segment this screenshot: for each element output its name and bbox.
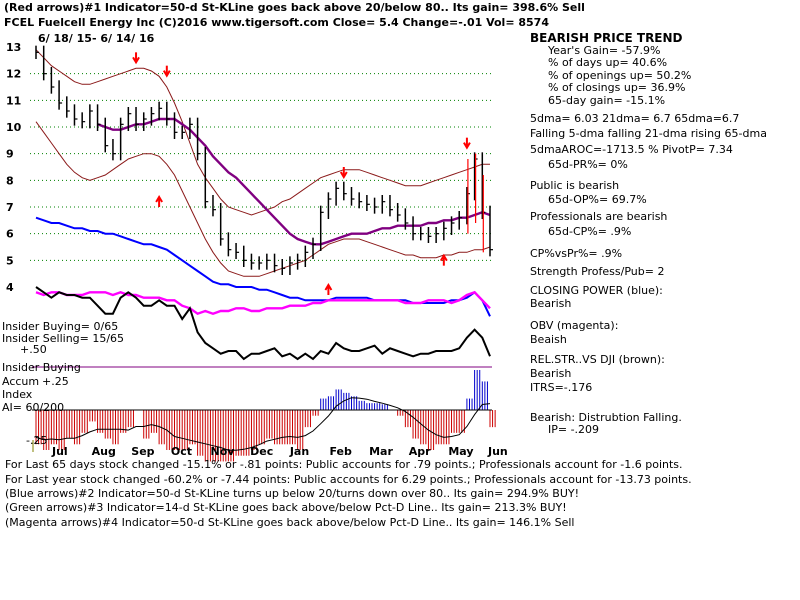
y-tick-13: 13 — [6, 41, 21, 54]
insider-selling-count: Insider Selling= 15/65 — [2, 332, 124, 345]
red-arrow-up-head — [324, 283, 333, 291]
public-title: Public is bearish — [530, 179, 619, 192]
stat-65day-gain: 65-day gain= -15.1% — [548, 94, 665, 107]
y-tick-7: 7 — [6, 201, 14, 214]
index-label: Index — [2, 388, 33, 401]
month-label-dec: Dec — [250, 445, 273, 458]
price-axis-ticks: 13 12 11 10 9 8 7 6 5 4 — [6, 41, 22, 294]
red-arrow-down-head — [339, 171, 348, 179]
month-label-oct: Oct — [171, 445, 192, 458]
header-ticker-line: FCEL Fuelcell Energy Inc (C)2016 www.tig… — [4, 16, 549, 29]
itrs-value: ITRS=-.176 — [530, 381, 592, 394]
upper-band-line — [35, 49, 490, 216]
op-percent: 65d-OP%= 69.7% — [548, 193, 647, 206]
ma-values: 5dma= 6.03 21dma= 6.7 65dma=6.7 — [530, 112, 739, 125]
red-arrow-down-head — [132, 56, 140, 65]
aroc-pivot: 5dmaAROC=-1713.5 % PivotP= 7.34 — [530, 143, 733, 156]
obv-path — [35, 290, 491, 316]
insider-buying-label: Insider Buying — [2, 361, 81, 374]
month-label-feb: Feb — [329, 445, 352, 458]
obv-line — [35, 290, 491, 316]
month-label-jan: Jan — [289, 445, 309, 458]
ma65-path — [97, 117, 491, 246]
footer-green-arrows: (Green arrows)#3 Indicator=14-d St-KLine… — [5, 501, 567, 514]
y-tick-8: 8 — [6, 174, 14, 187]
footer-year: For Last year stock changed -60.2% or -7… — [5, 473, 692, 486]
trend-title: BEARISH PRICE TREND — [530, 31, 683, 45]
month-label-sep: Sep — [131, 445, 154, 458]
y-tick-4: 4 — [6, 281, 14, 294]
cp-percent: 65d-CP%= .9% — [548, 225, 631, 238]
accum-minus25-label: -.25 — [26, 434, 47, 447]
stat-days-up: % of days up= 40.6% — [548, 56, 667, 69]
y-tick-12: 12 — [6, 68, 21, 81]
closing-power-value: Bearish — [530, 297, 571, 310]
red-arrow-up-head — [439, 253, 448, 262]
signal-arrows — [132, 52, 471, 295]
relstr-value: Bearish — [530, 367, 571, 380]
accum-plus25-label: +.25 — [42, 375, 69, 388]
relstr-title: REL.STR..VS DJI (brown): — [530, 353, 665, 366]
y-tick-5: 5 — [6, 254, 14, 267]
accum-smooth-line — [35, 397, 491, 451]
price-bands — [35, 49, 491, 277]
obv-title: OBV (magenta): — [530, 319, 618, 332]
ma-direction: Falling 5-dma falling 21-dma rising 65-d… — [530, 127, 767, 140]
month-label-jun: Jun — [487, 445, 508, 458]
obv-value: Beaish — [530, 333, 567, 346]
accum-label: Accum — [2, 375, 39, 388]
strength-ratio: Strength Profess/Pub= 2 — [530, 265, 664, 278]
date-range: 6/ 18/ 15- 6/ 14/ 16 — [38, 32, 155, 45]
footer-blue-arrows: (Blue arrows)#2 Indicator=50-d St-KLine … — [5, 487, 579, 500]
y-tick-9: 9 — [6, 148, 14, 161]
price-bars — [35, 45, 493, 275]
stat-years-gain: Year's Gain= -57.9% — [547, 44, 660, 57]
insider-plus50-label: +.50 — [20, 343, 47, 356]
rel-strength-line — [35, 286, 491, 361]
lower-band-line — [35, 121, 491, 277]
closing-power-title: CLOSING POWER (blue): — [530, 284, 663, 297]
footer-magenta-arrows: (Magenta arrows)#4 Indicator=50-d St-KLi… — [5, 516, 574, 529]
y-tick-11: 11 — [6, 94, 21, 107]
ma65-line — [97, 117, 491, 246]
y-tick-10: 10 — [6, 121, 22, 134]
pr-percent: 65d-PR%= 0% — [548, 158, 628, 171]
ip-value: IP= -.209 — [548, 423, 599, 436]
accum-index-bars — [35, 370, 496, 462]
insider-buying-count: Insider Buying= 0/65 — [2, 320, 118, 333]
month-label-nov: Nov — [211, 445, 236, 458]
rel-strength-path — [35, 286, 491, 361]
professionals-title: Professionals are bearish — [530, 210, 667, 223]
stat-openings-up: % of openings up= 50.2% — [548, 69, 691, 82]
ai-label: AI= 60/200 — [2, 401, 64, 414]
y-tick-6: 6 — [6, 228, 14, 241]
cp-vs-pr: CP%vsPr%= .9% — [530, 247, 622, 260]
month-label-aug: Aug — [92, 445, 116, 458]
month-axis: Jul Aug Sep Oct Nov Dec Jan Feb Mar Apr May Jun — [51, 445, 508, 458]
red-arrow-up-head — [155, 195, 163, 203]
month-label-may: May — [448, 445, 473, 458]
footer-65day: For Last 65 days stock changed -15.1% or… — [5, 458, 683, 471]
red-arrow-down-head — [463, 142, 471, 150]
month-label-apr: Apr — [409, 445, 431, 458]
stat-closings-up: % of closings up= 36.9% — [548, 81, 685, 94]
month-label-jul: Jul — [51, 445, 68, 458]
header-indicator-line: (Red arrows)#1 Indicator=50-d St-KLine g… — [4, 1, 585, 14]
distribution-status: Bearish: Distrubtion Falling. — [530, 411, 682, 424]
red-arrow-down-head — [162, 70, 171, 78]
month-label-mar: Mar — [369, 445, 393, 458]
